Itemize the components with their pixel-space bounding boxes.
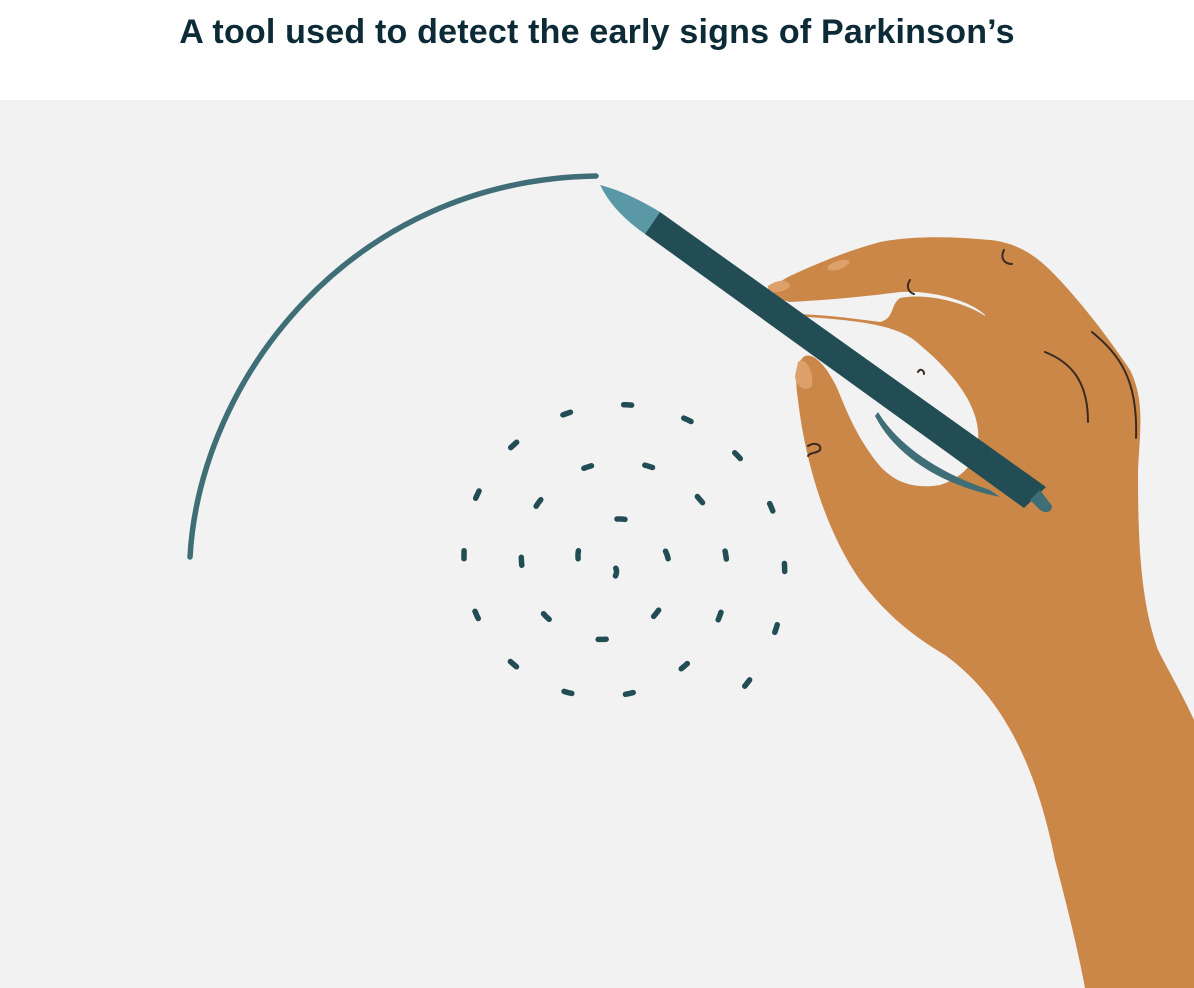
pen-icon xyxy=(600,185,1052,513)
knuckle-line xyxy=(807,442,822,457)
illustration-canvas xyxy=(0,100,1194,988)
hand-icon xyxy=(768,237,1194,988)
thumb-nail xyxy=(795,360,813,389)
hand-palm xyxy=(773,237,1194,988)
hand-crease xyxy=(1091,331,1138,439)
pen-body xyxy=(645,212,1046,508)
spiral-test-illustration xyxy=(0,100,1194,988)
traced-spiral-line-icon xyxy=(187,173,599,560)
index-nail xyxy=(768,280,790,293)
middle-highlight xyxy=(828,259,850,271)
pen-end-cap xyxy=(1030,490,1052,513)
knuckle-line xyxy=(1001,249,1013,265)
knuckle-line xyxy=(906,279,915,295)
page-title: A tool used to detect the early signs of… xyxy=(179,13,1015,51)
title-bar: A tool used to detect the early signs of… xyxy=(0,0,1194,100)
pen-tip xyxy=(600,185,660,234)
hand-crease xyxy=(1044,351,1089,423)
knuckle-line xyxy=(917,368,925,375)
